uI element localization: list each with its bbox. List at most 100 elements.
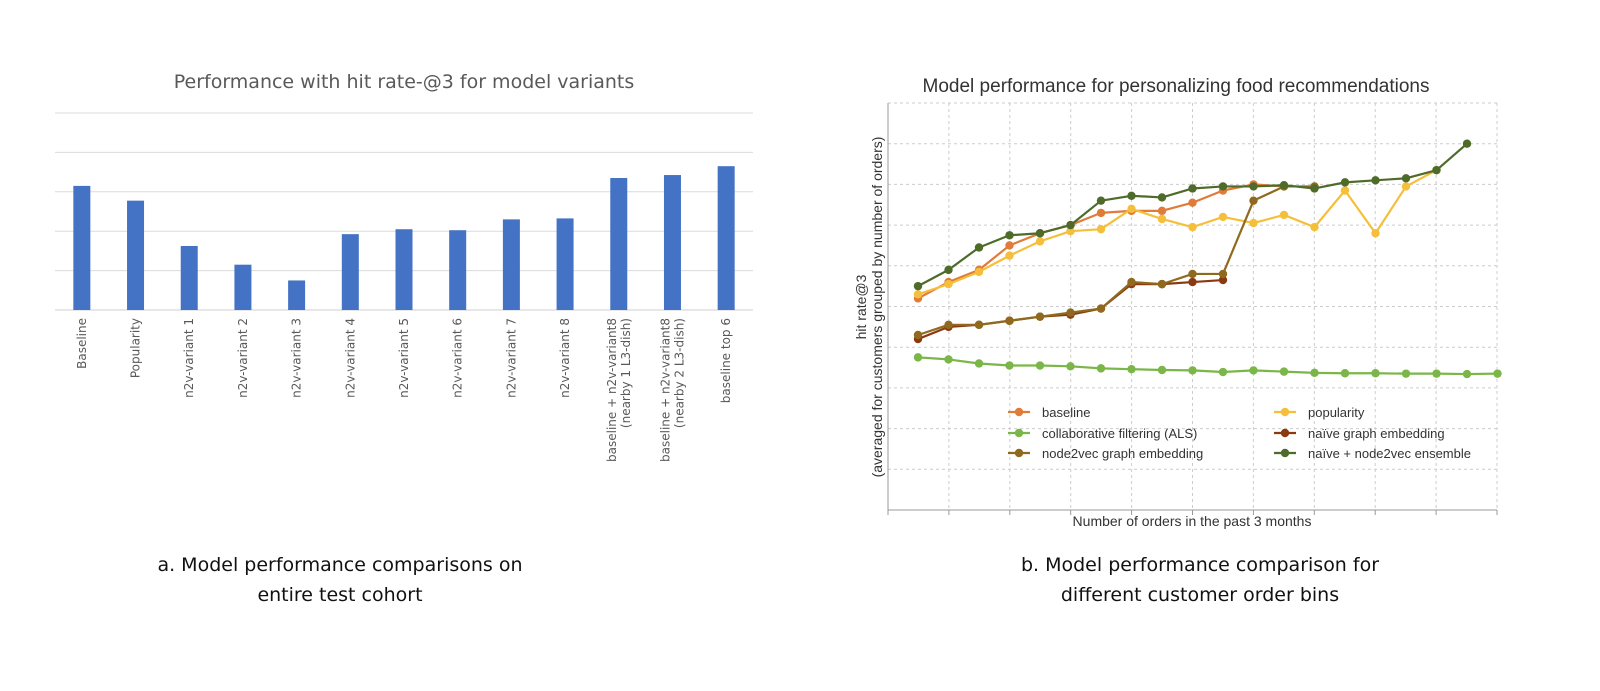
chart-b-point [1279,367,1289,376]
chart-b-title: Model performance for personalizing food… [923,76,1430,97]
chart-b-legend-label: naïve graph embedding [1308,426,1445,441]
chart-a-tick-label-group: n2v-variant 3 [290,318,304,398]
chart-b-point [1157,214,1167,224]
chart-b-point [1249,182,1258,191]
chart-b-point [1249,196,1258,205]
chart-b-point [1401,369,1411,378]
caption-b-line-1: b. Model performance comparison for [1020,554,1380,576]
chart-b-point [1188,222,1197,232]
chart-b-point [1188,269,1197,279]
chart-a-tick-label: n2v-variant 6 [451,318,465,398]
caption-a-line-2: entire test cohort [257,584,423,606]
chart-b-point [1493,369,1502,378]
chart-a-bar [180,245,198,310]
chart-b-point [944,320,953,330]
chart-a-tick-label: n2v-variant 5 [397,318,411,398]
chart-b-point [974,243,984,252]
chart-b-legend-marker [1280,407,1290,417]
chart-b-point [1005,316,1014,325]
caption-b-line-2: different customer order bins [1060,584,1340,606]
chart-b-point [1096,208,1106,218]
chart-b-point [1127,191,1136,200]
chart-b-point [1035,312,1045,321]
chart-b-point [913,281,923,291]
chart-a-tick-label-group: Popularity [129,318,143,378]
chart-a-tick-label: Baseline [75,318,89,369]
chart-b-point [1066,227,1075,236]
chart-a-tick-label-group: Baseline [75,318,89,369]
chart-a-bar [717,166,735,310]
chart-a-title: Performance with hit rate-@3 for model v… [174,71,635,93]
chart-b-point [1432,165,1441,175]
chart-b-point [1035,229,1045,238]
chart-b-point [1127,364,1136,374]
chart-b-point [1340,186,1350,195]
chart-a-tick-label: baseline + n2v-variant8 [658,318,672,462]
chart-b-point [1401,182,1411,191]
chart-b-point [1096,364,1106,373]
chart-a-bar [610,178,628,310]
chart-b-point [1157,365,1167,375]
chart-b-point [974,267,984,277]
chart-b-legend-label: popularity [1308,405,1365,420]
caption-b: b. Model performance comparison for diff… [960,550,1440,610]
chart-a-tick-label-group: n2v-variant 7 [504,318,518,398]
chart-a-tick-label: n2v-variant 8 [558,318,572,398]
chart-b-point [1279,181,1289,190]
chart-a-bar [234,264,252,310]
chart-b-legend-label: node2vec graph embedding [1042,446,1203,461]
chart-b-point [944,355,953,364]
chart-b-point [1462,139,1472,148]
chart-a-tick-label: Popularity [129,318,143,378]
chart-b-point [1462,369,1472,379]
chart-b-point [1371,369,1380,378]
chart-b-point [1340,178,1350,187]
chart-b-series-line [917,185,1315,337]
chart-b-point [1218,275,1228,285]
chart-b-point [1218,367,1228,377]
chart-a-tick-label: n2v-variant 7 [504,318,518,398]
chart-a-tick-label: n2v-variant 1 [182,318,196,398]
chart-b-point [1371,176,1380,185]
chart-b-point [1127,204,1136,214]
chart-b-y-label: hit rate@3 (averaged for customers groupe… [853,137,885,478]
chart-a-tick-label: (nearby 1 L3-dish) [619,318,633,428]
chart-b-point [974,359,984,368]
chart-a-tick-label-group: n2v-variant 2 [236,318,250,398]
chart-b-point [1157,193,1167,202]
chart-b-point [1096,196,1106,205]
chart-a-bar [663,175,681,310]
chart-b-point [974,320,984,330]
chart-b-legend-marker [1014,407,1024,417]
chart-b-series-line [917,169,1438,296]
chart-b-legend-marker [1280,428,1290,438]
chart-a-tick-label-group: baseline + n2v-variant8 (nearby 2 L3-dish… [658,318,686,462]
chart-b-point [1005,231,1014,240]
chart-b-point [1218,212,1228,222]
chart-b-point [944,279,953,289]
chart-b-point [1096,304,1106,313]
chart-b-legend-label: baseline [1042,405,1090,420]
chart-b-y-label-line: hit rate@3 [853,274,869,339]
chart-a-bar [449,230,467,310]
chart-a-tick-label-group: n2v-variant 6 [451,318,465,398]
chart-b-point [1310,368,1319,378]
chart-a-bar [127,200,145,310]
chart-a-tick-label: n2v-variant 3 [290,318,304,398]
chart-a-tick-label: (nearby 2 L3-dish) [672,318,686,428]
chart-b-point [1127,277,1136,287]
chart-b-point [1035,237,1045,246]
chart-b-point [1096,224,1106,234]
chart-b-point [1066,308,1075,317]
chart-a-tick-label-group: n2v-variant 1 [182,318,196,398]
chart-b-point [1432,369,1441,378]
chart-b-point [1005,251,1014,260]
chart-b-point [1279,210,1289,220]
chart-a-bar [395,229,413,310]
chart-a-bar [288,280,306,310]
chart-b-point [1218,182,1228,191]
caption-a: a. Model performance comparisons on enti… [100,550,580,610]
chart-b-point [1066,362,1075,371]
